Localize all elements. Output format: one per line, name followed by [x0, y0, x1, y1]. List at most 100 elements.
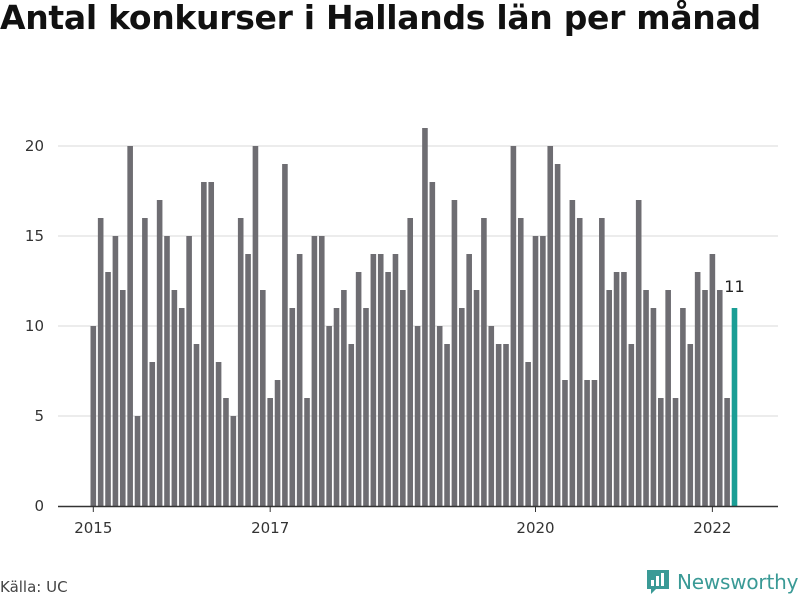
bar — [223, 398, 229, 506]
bar — [245, 254, 251, 506]
bar-highlight — [731, 308, 738, 506]
bar — [178, 308, 185, 506]
bar — [127, 146, 133, 506]
bar — [510, 146, 517, 506]
last-value-label: 11 — [724, 277, 744, 296]
bar — [311, 236, 318, 506]
bar — [215, 362, 222, 506]
bar — [481, 218, 487, 506]
chart-title: Antal konkurser i Hallands län per månad — [0, 0, 761, 37]
y-axis-labels: 0 5 10 15 20 — [25, 137, 44, 515]
bar — [422, 128, 428, 506]
bar — [694, 272, 701, 506]
bar — [267, 398, 273, 506]
bar — [650, 308, 657, 506]
bar — [724, 398, 730, 506]
brand-name: Newsworthy — [677, 570, 799, 594]
bar — [429, 182, 436, 506]
bar — [112, 236, 119, 506]
bar — [90, 326, 97, 506]
x-tick-label: 2020 — [516, 519, 554, 537]
bar — [208, 182, 215, 506]
bar — [237, 218, 244, 506]
bar — [495, 344, 502, 506]
bar — [156, 200, 163, 506]
bar — [119, 290, 126, 506]
bar — [672, 398, 679, 506]
bar — [385, 272, 391, 506]
bar — [436, 326, 443, 506]
y-tick-label: 10 — [25, 317, 44, 335]
y-tick-label: 20 — [25, 137, 44, 155]
bar — [333, 308, 340, 506]
bar — [164, 236, 170, 506]
bar — [576, 218, 583, 506]
y-tick-label: 15 — [25, 227, 44, 245]
bar — [193, 344, 200, 506]
bar — [377, 254, 384, 506]
bar — [569, 200, 576, 506]
bar — [414, 326, 421, 506]
bar — [341, 290, 347, 506]
bar — [599, 218, 605, 506]
bar — [702, 290, 708, 506]
bar — [296, 254, 303, 506]
bar — [562, 380, 568, 506]
bar — [525, 362, 531, 506]
bar — [554, 164, 561, 506]
bar — [657, 398, 664, 506]
bars — [90, 128, 738, 506]
bar — [304, 398, 310, 506]
bar — [407, 218, 414, 506]
bar — [97, 218, 104, 506]
bar — [201, 182, 207, 506]
bar — [142, 218, 148, 506]
bar — [591, 380, 598, 506]
bar — [613, 272, 620, 506]
bar — [230, 416, 237, 506]
source-note: Källa: UC — [0, 578, 68, 596]
newsworthy-logo-icon — [647, 570, 669, 594]
bar — [400, 290, 406, 506]
bar — [326, 326, 332, 506]
bar — [105, 272, 111, 506]
bar — [517, 218, 524, 506]
bar — [171, 290, 178, 506]
bar — [503, 344, 509, 506]
y-tick-label: 5 — [34, 407, 44, 425]
bar — [488, 326, 495, 506]
bar — [392, 254, 399, 506]
bar — [687, 344, 694, 506]
bar — [709, 254, 716, 506]
bar — [260, 290, 266, 506]
bar — [547, 146, 554, 506]
bar — [680, 308, 686, 506]
bar — [355, 272, 362, 506]
bar — [149, 362, 156, 506]
bar — [635, 200, 642, 506]
bar — [459, 308, 465, 506]
bar — [444, 344, 450, 506]
newsworthy-brand[interactable]: Newsworthy — [645, 568, 798, 596]
bar — [134, 416, 141, 506]
bar — [318, 236, 325, 506]
bar — [584, 380, 590, 506]
bar — [370, 254, 377, 506]
bar — [716, 290, 723, 506]
bar — [665, 290, 671, 506]
x-tick-label: 2015 — [74, 519, 112, 537]
bar — [540, 236, 546, 506]
y-tick-label: 0 — [34, 497, 44, 515]
x-tick-label: 2017 — [251, 519, 289, 537]
bar — [282, 164, 288, 506]
bar — [186, 236, 192, 506]
bar — [643, 290, 649, 506]
bar — [466, 254, 472, 506]
bar — [252, 146, 259, 506]
x-axis: 2015 2017 2020 2022 — [58, 505, 778, 537]
bar — [451, 200, 458, 506]
bar — [363, 308, 369, 506]
bar — [621, 272, 627, 506]
bar — [473, 290, 480, 506]
